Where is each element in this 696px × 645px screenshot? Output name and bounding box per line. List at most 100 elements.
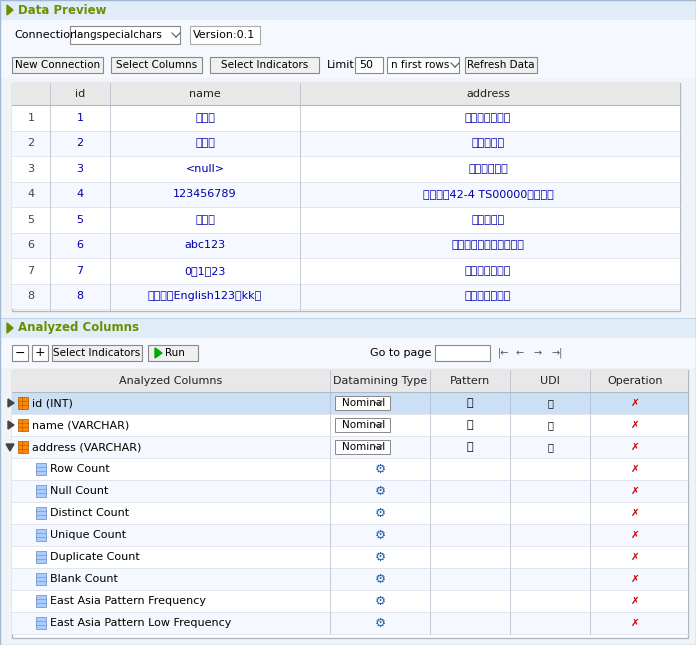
Text: name (VARCHAR): name (VARCHAR) <box>32 420 129 430</box>
Bar <box>355 57 383 73</box>
Text: Version:0.1: Version:0.1 <box>193 30 255 40</box>
Bar <box>0 318 696 338</box>
Polygon shape <box>6 444 14 451</box>
Text: ←: ← <box>516 348 524 358</box>
Text: ＴＳ０００００転送コム: ＴＳ０００００転送コム <box>452 240 525 250</box>
Bar <box>36 573 46 585</box>
Bar <box>12 232 680 258</box>
Text: ✗: ✗ <box>631 464 640 474</box>
Bar <box>12 436 688 458</box>
Bar <box>12 130 680 156</box>
Text: ✗: ✗ <box>631 420 640 430</box>
Text: ✗: ✗ <box>631 618 640 628</box>
Text: 123456789: 123456789 <box>173 189 237 199</box>
Text: Nominal: Nominal <box>342 442 386 452</box>
Bar <box>18 441 28 453</box>
Bar <box>335 396 390 410</box>
Bar <box>36 463 46 475</box>
Text: あさきゆめみし: あさきゆめみし <box>465 266 511 276</box>
Text: |←: |← <box>498 348 509 358</box>
Text: ✗: ✗ <box>631 442 640 452</box>
Text: 1: 1 <box>28 113 35 123</box>
Bar <box>335 418 390 432</box>
Text: Null Count: Null Count <box>50 486 109 496</box>
Bar <box>12 207 680 232</box>
Bar <box>18 419 28 431</box>
Bar <box>12 568 688 590</box>
Bar <box>36 529 46 541</box>
Bar <box>12 392 688 414</box>
Text: ✗: ✗ <box>631 552 640 562</box>
Bar <box>18 397 28 409</box>
Text: East Asia Pattern Frequency: East Asia Pattern Frequency <box>50 596 206 606</box>
Text: ✗: ✗ <box>631 574 640 584</box>
Text: 🔍: 🔍 <box>467 442 473 452</box>
Text: 6: 6 <box>77 240 84 250</box>
Text: 5: 5 <box>77 215 84 224</box>
Text: East Asia Pattern Low Frequency: East Asia Pattern Low Frequency <box>50 618 231 628</box>
Bar <box>12 546 688 568</box>
Text: Refresh Data: Refresh Data <box>467 60 535 70</box>
Text: Select Indicators: Select Indicators <box>221 60 308 70</box>
Text: ⚙: ⚙ <box>374 528 386 542</box>
Text: Distinct Count: Distinct Count <box>50 508 129 518</box>
Bar <box>12 181 680 207</box>
Text: 🔍: 🔍 <box>467 398 473 408</box>
Text: 📋: 📋 <box>547 420 553 430</box>
Text: ⚙: ⚙ <box>374 573 386 586</box>
Text: ⚙: ⚙ <box>374 462 386 475</box>
Text: Pattern: Pattern <box>450 376 490 386</box>
Bar <box>435 345 490 361</box>
Text: address: address <box>466 89 510 99</box>
Text: Limit: Limit <box>327 60 355 70</box>
Text: Analyzed Columns: Analyzed Columns <box>120 376 223 386</box>
Text: id (INT): id (INT) <box>32 398 73 408</box>
Bar <box>36 507 46 519</box>
Text: 7: 7 <box>77 266 84 276</box>
Text: つねならむ: つねならむ <box>471 215 505 224</box>
Text: +: + <box>35 346 45 359</box>
Bar <box>12 345 28 361</box>
Bar <box>12 502 688 524</box>
Bar <box>12 156 680 181</box>
Text: わかよたれそ: わかよたれそ <box>468 164 508 174</box>
Text: Select Indicators: Select Indicators <box>54 348 141 358</box>
Bar <box>12 480 688 502</box>
Text: −: − <box>15 346 25 359</box>
Text: ⚙: ⚙ <box>374 484 386 497</box>
Text: n first rows: n first rows <box>391 60 450 70</box>
Text: 📋: 📋 <box>547 442 553 452</box>
Bar <box>210 57 319 73</box>
Bar <box>190 26 260 44</box>
Text: ちりぬるを: ちりぬるを <box>471 138 505 148</box>
Text: Select Columns: Select Columns <box>116 60 198 70</box>
Text: ⚙: ⚙ <box>374 617 386 630</box>
Text: Go to page: Go to page <box>370 348 432 358</box>
Bar <box>12 57 103 73</box>
Bar <box>12 590 688 612</box>
Text: abc123: abc123 <box>184 240 226 250</box>
Text: UDI: UDI <box>540 376 560 386</box>
Text: ✗: ✗ <box>631 530 640 540</box>
Text: Row Count: Row Count <box>50 464 110 474</box>
Text: ✗: ✗ <box>631 398 640 408</box>
Text: langspecialchars: langspecialchars <box>74 30 162 40</box>
Text: Unique Count: Unique Count <box>50 530 126 540</box>
Bar <box>387 57 459 73</box>
Text: ✗: ✗ <box>631 596 640 606</box>
Bar <box>0 50 696 78</box>
Text: 🔍: 🔍 <box>467 420 473 430</box>
Text: 5: 5 <box>28 215 35 224</box>
Text: 7: 7 <box>27 266 35 276</box>
Bar <box>465 57 537 73</box>
Text: ⚙: ⚙ <box>374 595 386 608</box>
Bar <box>32 345 48 361</box>
Text: ⚙: ⚙ <box>374 506 386 519</box>
Text: id: id <box>75 89 85 99</box>
Bar <box>12 458 688 480</box>
Bar <box>12 105 680 130</box>
Text: ✗: ✗ <box>631 486 640 496</box>
Text: 📋: 📋 <box>547 398 553 408</box>
Text: 2: 2 <box>77 138 84 148</box>
Text: 8: 8 <box>27 292 35 301</box>
